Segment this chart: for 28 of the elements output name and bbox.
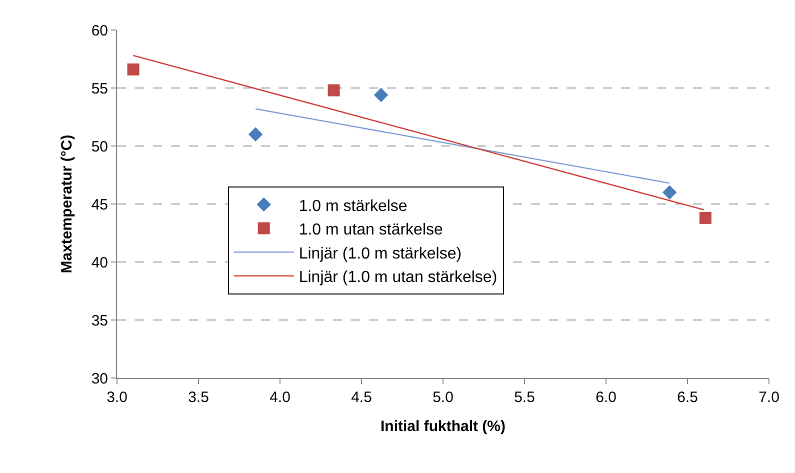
point bbox=[127, 63, 140, 76]
y-tick-label: 55 bbox=[91, 80, 108, 98]
legend-label: 1.0 m utan stärkelse bbox=[298, 222, 444, 239]
point bbox=[248, 127, 263, 142]
y-axis-title: Maxtemperatur (°C) bbox=[58, 134, 76, 274]
y-tick-label: 30 bbox=[91, 370, 108, 388]
x-tick-label: 5.0 bbox=[432, 389, 454, 406]
y-tick-label: 60 bbox=[91, 22, 108, 40]
y-tick-label: 45 bbox=[91, 196, 108, 214]
x-tick-label: 3.5 bbox=[188, 389, 209, 406]
y-tick-label: 40 bbox=[91, 254, 108, 272]
point bbox=[662, 185, 677, 200]
legend-label: Linjär (1.0 m stärkelse) bbox=[298, 245, 462, 262]
y-tick-label: 50 bbox=[91, 138, 108, 156]
y-tick-label: 35 bbox=[91, 312, 108, 330]
point bbox=[328, 84, 340, 96]
x-tick-label: 4.0 bbox=[270, 389, 290, 406]
x-tick-label: 4.5 bbox=[351, 389, 372, 406]
x-tick-label: 3.0 bbox=[106, 389, 128, 406]
point bbox=[699, 212, 712, 224]
x-tick-label: 6.0 bbox=[596, 389, 616, 406]
x-tick-label: 7.0 bbox=[758, 389, 780, 406]
x-axis-title: Initial fukthalt (%) bbox=[380, 418, 506, 435]
x-tick-label: 6.5 bbox=[677, 389, 698, 406]
x-tick-label: 5.5 bbox=[514, 389, 535, 406]
legend-label: 1.0 m stärkelse bbox=[298, 198, 408, 215]
point bbox=[374, 88, 388, 102]
legend-label: Linjär (1.0 m utan stärkelse) bbox=[298, 269, 498, 286]
